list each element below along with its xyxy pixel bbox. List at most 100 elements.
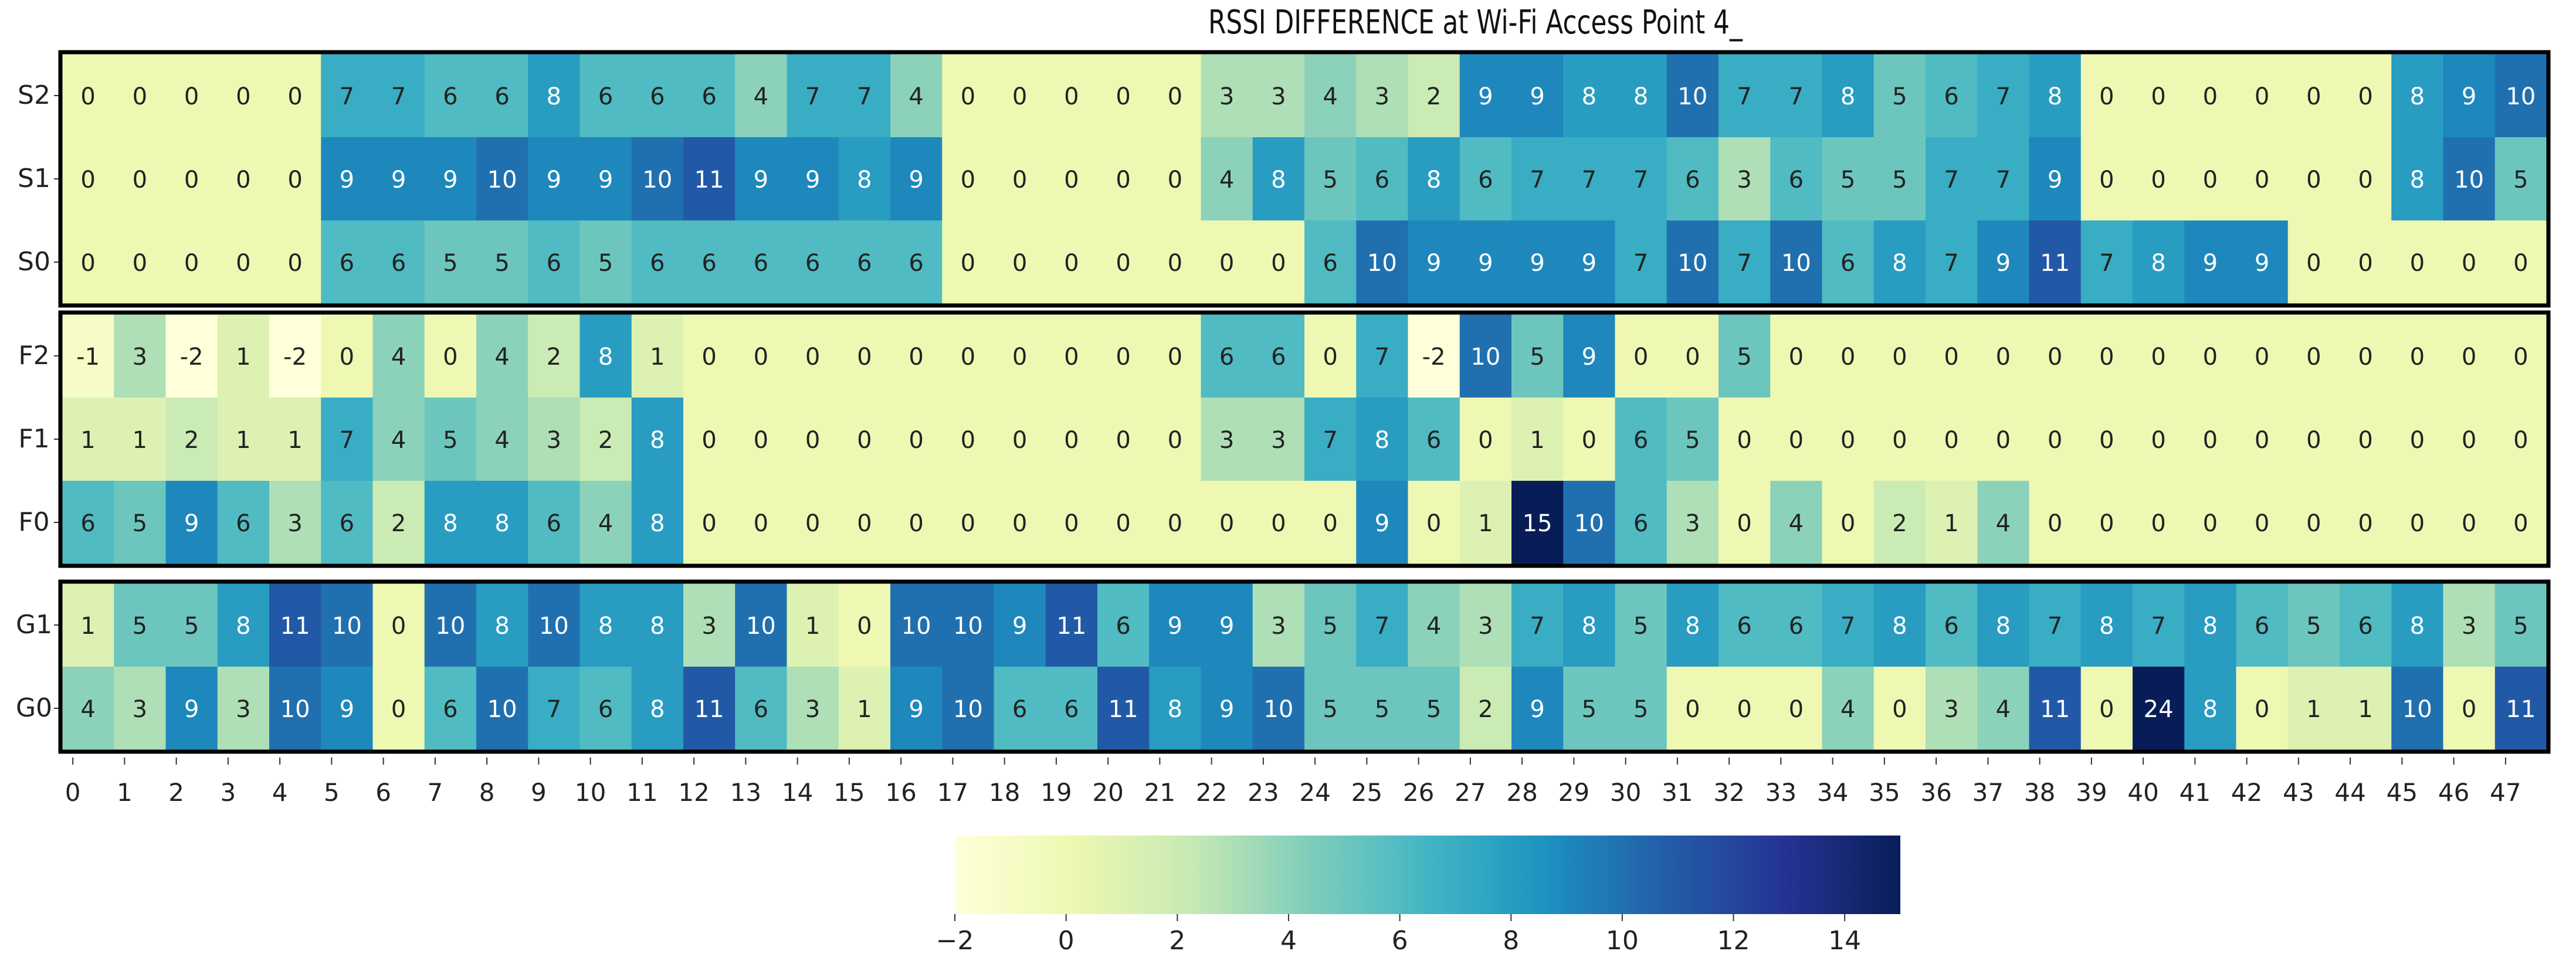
heatmap-cell xyxy=(787,667,839,751)
heatmap-panel-2: 1 5 5 8 11 10 0 10 8 10 8 8 3 10 1 0 10 10 9 11 6 9 9 3 5 7 4 3 7 8 5 8… xyxy=(16,579,2551,754)
heatmap-cell xyxy=(2287,314,2340,398)
cell-value-label: 1 xyxy=(1478,510,1493,537)
heatmap-cell xyxy=(1511,54,1564,138)
cell-value-label: 1 xyxy=(287,427,302,454)
heatmap-cell xyxy=(424,137,477,221)
cell-value-label: 0 xyxy=(1064,83,1079,110)
heatmap-cell xyxy=(1408,54,1460,138)
cell-value-label: 2 xyxy=(1478,696,1493,723)
cell-value-label: 0 xyxy=(2151,344,2165,371)
heatmap-cell xyxy=(994,583,1046,667)
heatmap-cell xyxy=(1511,314,1564,398)
cell-value-label: 0 xyxy=(184,83,199,110)
heatmap-cell xyxy=(1511,481,1564,565)
x-tick-label: 37 xyxy=(1972,778,2004,807)
heatmap-cell xyxy=(1926,583,1978,667)
cell-value-label: 5 xyxy=(443,427,457,454)
heatmap-cell xyxy=(2184,314,2237,398)
cell-value-label: 0 xyxy=(236,83,250,110)
cell-value-label: 5 xyxy=(133,613,147,640)
heatmap-cell xyxy=(2340,220,2392,304)
cell-value-label: 8 xyxy=(547,83,561,110)
heatmap-cell xyxy=(1615,314,1667,398)
heatmap-cell xyxy=(1459,398,1512,481)
colorbar-tick-label: −2 xyxy=(936,926,974,956)
heatmap-cell xyxy=(1149,220,1202,304)
cell-value-label: 6 xyxy=(1012,696,1027,723)
cell-value-label: 0 xyxy=(1633,344,1648,371)
cell-value-label: 9 xyxy=(443,167,457,193)
cell-value-label: 0 xyxy=(2358,167,2372,193)
x-tick-label: 3 xyxy=(221,778,236,807)
heatmap-cell xyxy=(942,481,995,565)
cell-value-label: 8 xyxy=(598,344,613,371)
heatmap-cell xyxy=(1149,667,1202,751)
heatmap-cell xyxy=(2443,220,2496,304)
heatmap-cell xyxy=(631,220,684,304)
cell-value-label: 9 xyxy=(2462,83,2476,110)
cell-value-label: 6 xyxy=(494,83,509,110)
cell-value-label: 0 xyxy=(2358,510,2372,537)
cell-value-label: 10 xyxy=(953,613,983,640)
cell-value-label: 8 xyxy=(1841,83,1855,110)
cell-value-label: 0 xyxy=(909,344,923,371)
cell-value-label: 0 xyxy=(2462,344,2476,371)
cell-value-label: 1 xyxy=(857,696,872,723)
cell-value-label: 3 xyxy=(1271,613,1286,640)
cell-value-label: 7 xyxy=(1530,167,1544,193)
cell-value-label: 8 xyxy=(2410,613,2425,640)
x-tick-label: 19 xyxy=(1040,778,1072,807)
heatmap-cell xyxy=(165,137,218,221)
heatmap-cell xyxy=(1770,481,1823,565)
cell-value-label: 0 xyxy=(754,427,768,454)
row-label-s0: S0 xyxy=(18,247,50,277)
heatmap-cell xyxy=(269,667,321,751)
cell-value-label: 6 xyxy=(701,83,716,110)
heatmap-cell xyxy=(424,54,477,138)
heatmap-cell xyxy=(683,137,735,221)
colorbar-tick-label: 0 xyxy=(1058,926,1075,956)
cell-value-label: 9 xyxy=(1168,613,1182,640)
cell-value-label: 1 xyxy=(650,344,665,371)
heatmap-cell xyxy=(1045,54,1098,138)
x-tick-label: 40 xyxy=(2127,778,2158,807)
cell-value-label: 8 xyxy=(1582,83,1597,110)
heatmap-cell xyxy=(528,220,581,304)
cell-value-label: 6 xyxy=(391,250,406,277)
heatmap-cell xyxy=(2287,137,2340,221)
heatmap-cell xyxy=(2080,54,2133,138)
heatmap-cell xyxy=(62,54,114,138)
cell-value-label: 5 xyxy=(1530,344,1544,371)
cell-value-label: 3 xyxy=(1737,167,1751,193)
heatmap-cell xyxy=(528,54,581,138)
cell-value-label: 0 xyxy=(2203,344,2218,371)
cell-value-label: 0 xyxy=(1841,344,1855,371)
cell-value-label: 10 xyxy=(2506,83,2536,110)
heatmap-cell xyxy=(1408,220,1460,304)
cell-value-label: 8 xyxy=(857,167,872,193)
cell-value-label: 0 xyxy=(1892,696,1907,723)
row-label-f1: F1 xyxy=(18,424,49,454)
cell-value-label: 6 xyxy=(1633,427,1648,454)
heatmap-cell xyxy=(1149,137,1202,221)
cell-value-label: 6 xyxy=(340,510,354,537)
heatmap-cell xyxy=(838,314,891,398)
cell-value-label: 0 xyxy=(2255,83,2269,110)
heatmap-cell xyxy=(1563,667,1616,751)
cell-value-label: 0 xyxy=(2306,510,2321,537)
heatmap-cell xyxy=(1563,54,1616,138)
cell-value-label: 5 xyxy=(1685,427,1700,454)
cell-value-label: 8 xyxy=(236,613,250,640)
cell-value-label: 0 xyxy=(1012,83,1027,110)
cell-value-label: 0 xyxy=(2099,83,2114,110)
cell-value-label: 4 xyxy=(1426,613,1441,640)
cell-value-label: 0 xyxy=(1892,427,1907,454)
cell-value-label: 6 xyxy=(2358,613,2372,640)
heatmap-cell xyxy=(424,398,477,481)
heatmap-cell xyxy=(1770,583,1823,667)
heatmap-cell xyxy=(528,314,581,398)
heatmap-cell xyxy=(735,314,788,398)
x-tick-label: 46 xyxy=(2438,778,2469,807)
heatmap-cell xyxy=(2287,667,2340,751)
x-tick-label: 9 xyxy=(531,778,547,807)
